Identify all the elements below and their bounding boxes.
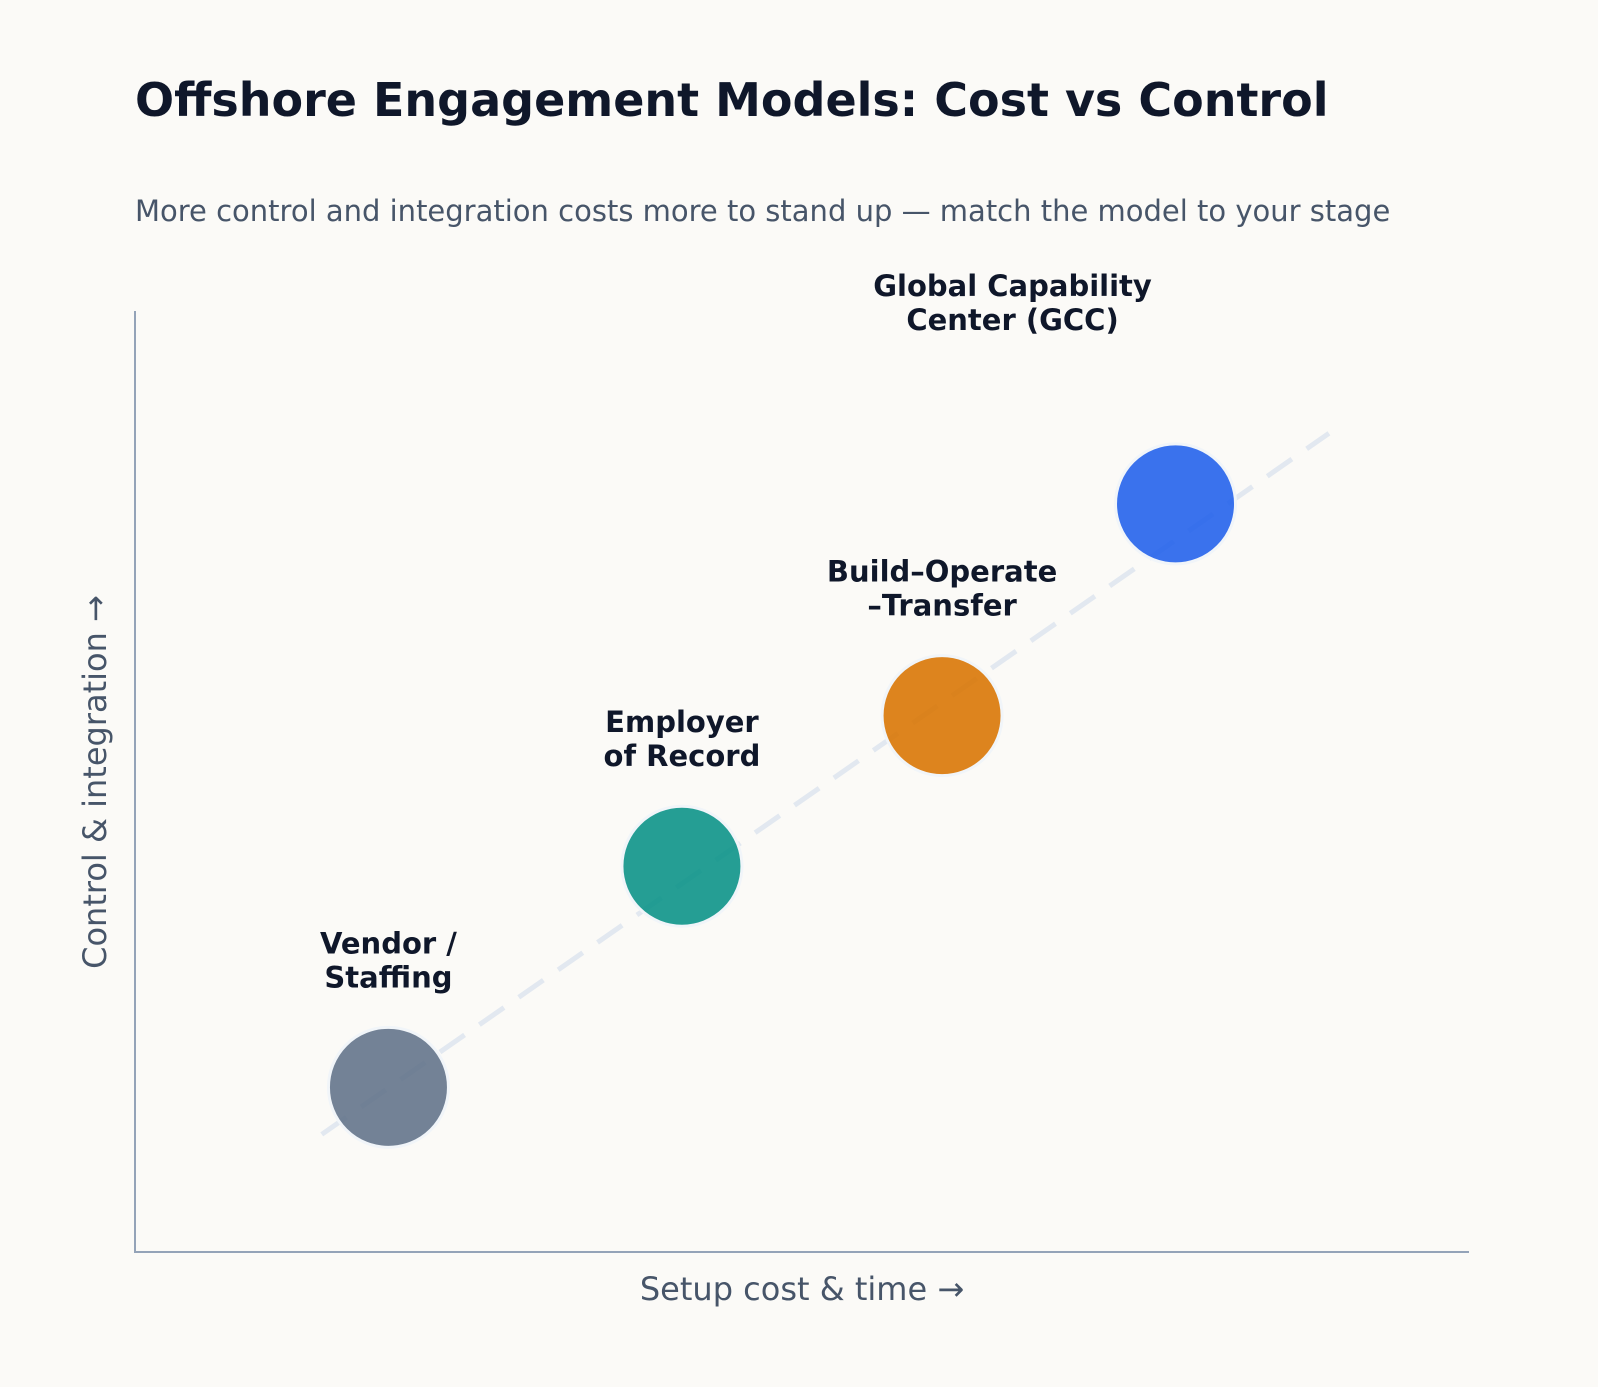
point-label-line: Global Capability [873, 269, 1152, 303]
point-bubble [326, 1025, 450, 1149]
point-label-line: Vendor / [320, 926, 457, 960]
point-bubble [1114, 442, 1238, 566]
point-label-line: –Transfer [867, 589, 1017, 623]
y-axis-label: Control & integration → [76, 595, 114, 969]
data-point: Global Capability Center (GCC) [873, 269, 1238, 566]
point-label: Vendor / Staffing [320, 926, 457, 994]
data-points: Vendor / Staffing Employer of Record Build–O… [320, 269, 1238, 1149]
point-label-line: Employer [605, 705, 759, 739]
point-label: Global Capability Center (GCC) [873, 269, 1152, 337]
point-bubble [620, 804, 744, 928]
point-label-line: Staffing [324, 960, 452, 994]
point-label: Build–Operate –Transfer [827, 555, 1057, 623]
point-label: Employer of Record [604, 705, 761, 773]
x-axis-label: Setup cost & time → [640, 1270, 964, 1308]
point-label-line: Build–Operate [827, 555, 1057, 589]
data-point: Employer of Record [604, 705, 761, 928]
data-point: Vendor / Staffing [320, 926, 457, 1149]
chart-subtitle: More control and integration costs more … [135, 194, 1390, 228]
point-label-line: Center (GCC) [906, 303, 1118, 337]
point-label-line: of Record [604, 739, 761, 773]
data-point: Build–Operate –Transfer [827, 555, 1057, 778]
chart-title: Offshore Engagement Models: Cost vs Cont… [135, 73, 1328, 127]
point-bubble [880, 654, 1004, 778]
